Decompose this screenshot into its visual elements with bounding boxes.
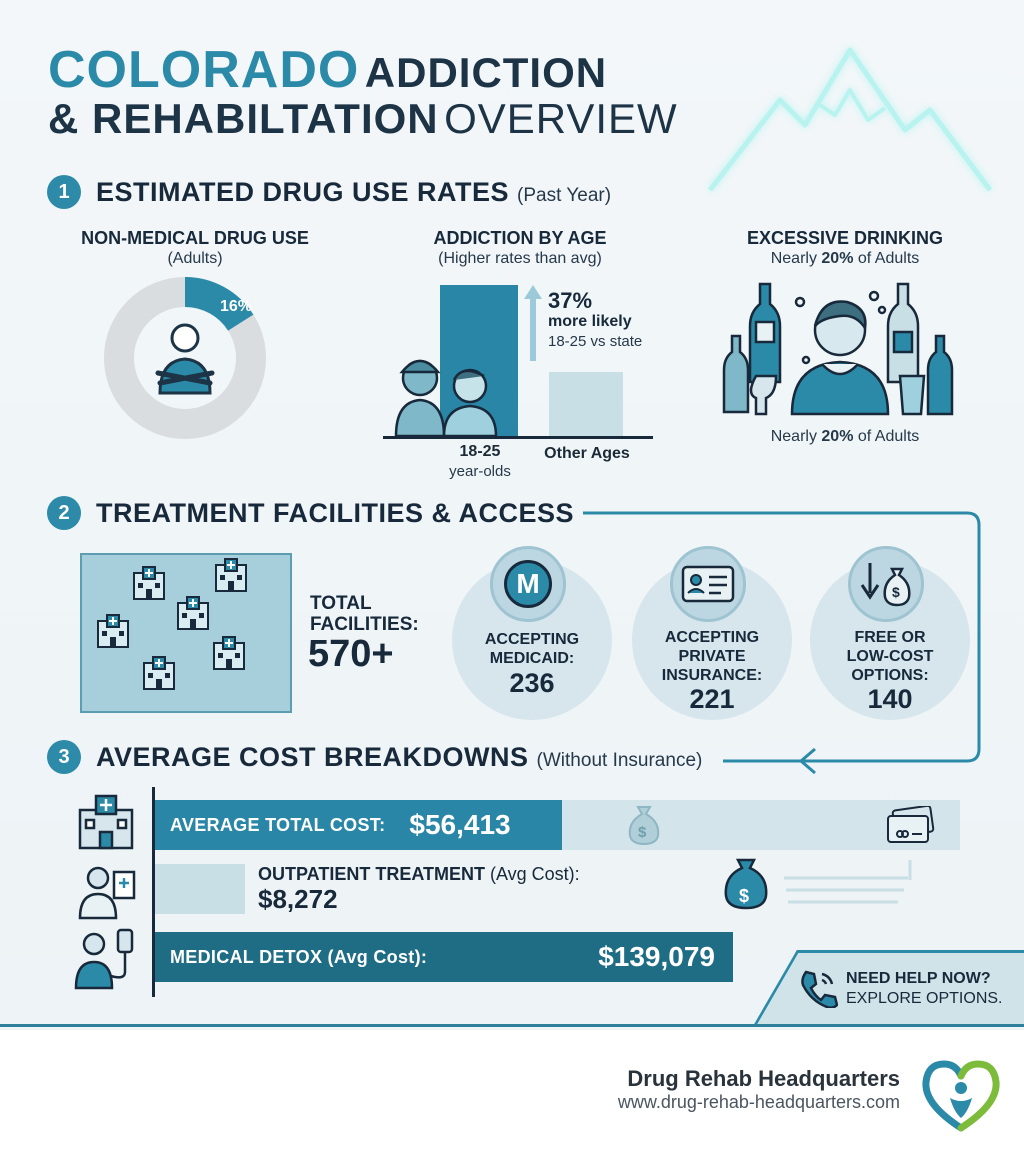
footer: Drug Rehab Headquarters www.drug-rehab-h… bbox=[0, 1030, 1024, 1154]
total-facilities-value: 570+ bbox=[308, 633, 394, 675]
bar2-label: Other Ages bbox=[544, 445, 630, 462]
title-overview: OVERVIEW bbox=[444, 95, 678, 142]
section-1-title: ESTIMATED DRUG USE RATES (Past Year) bbox=[96, 177, 611, 208]
section-1-subtitle: (Past Year) bbox=[517, 185, 612, 206]
free-lowcost-value: 140 bbox=[867, 684, 913, 714]
footer-url[interactable]: www.drug-rehab-headquarters.com bbox=[617, 1092, 900, 1112]
credit-card-icon bbox=[887, 806, 935, 843]
patient-iv-icon bbox=[74, 928, 134, 990]
free-lowcost-label: FREE OR LOW-COST OPTIONS: bbox=[846, 629, 934, 684]
section-connector-line bbox=[583, 511, 981, 775]
medicaid-m-icon: M bbox=[490, 546, 566, 622]
section-1-badge: 1 bbox=[47, 175, 81, 209]
young-people-icon bbox=[394, 359, 498, 438]
medicaid-label: ACCEPTING MEDICAID: bbox=[484, 631, 580, 667]
section-1-title-text: ESTIMATED DRUG USE RATES bbox=[96, 177, 510, 207]
total-cost-label: AVERAGE TOTAL COST: bbox=[170, 814, 386, 835]
nonmedical-heading: NON-MEDICAL DRUG USE bbox=[81, 228, 309, 248]
total-cost-bar: AVERAGE TOTAL COST: $56,413 bbox=[155, 800, 562, 850]
age-heading: ADDICTION BY AGE bbox=[433, 228, 607, 248]
colorado-map bbox=[80, 553, 292, 713]
total-facilities-label-1: TOTAL bbox=[310, 593, 372, 614]
section-3-badge: 3 bbox=[47, 740, 81, 774]
help-line1[interactable]: NEED HELP NOW? bbox=[846, 970, 991, 987]
up-arrow-icon bbox=[524, 285, 542, 361]
total-cost-value: $56,413 bbox=[409, 809, 511, 840]
svg-text:$: $ bbox=[739, 886, 749, 906]
bar-other-ages bbox=[549, 372, 623, 437]
title-addiction: ADDICTION bbox=[364, 49, 608, 96]
nonmedical-sub: (Adults) bbox=[167, 250, 223, 267]
cost-axis-line bbox=[152, 787, 155, 997]
svg-text:$: $ bbox=[892, 584, 900, 600]
donut-segment-16pct bbox=[184, 277, 254, 332]
age-stat: 37% bbox=[548, 288, 593, 313]
total-facilities-label-2: FACILITIES: bbox=[310, 614, 419, 635]
cost-row-icons bbox=[74, 794, 136, 990]
title-rehabilitation: & REHABILTATION bbox=[48, 95, 439, 142]
bar1-label-line1: 18-25 bbox=[459, 443, 501, 460]
outpatient-value: $8,272 bbox=[258, 884, 338, 914]
page-title-line-1: COLORADO ADDICTION bbox=[48, 40, 607, 100]
facility-building-icons bbox=[97, 558, 247, 690]
section-3-subtitle: (Without Insurance) bbox=[536, 750, 703, 771]
private-insurance-label: ACCEPTING PRIVATE INSURANCE: bbox=[661, 629, 763, 684]
medicaid-value: 236 bbox=[509, 668, 555, 698]
age-axis-line bbox=[383, 436, 653, 439]
phone-icon[interactable] bbox=[798, 968, 838, 1008]
section-3-title: AVERAGE COST BREAKDOWNS (Without Insuran… bbox=[96, 742, 702, 773]
bar1-label-line2: year-olds bbox=[449, 463, 511, 480]
help-panel[interactable] bbox=[745, 950, 1024, 1024]
drinking-heading: EXCESSIVE DRINKING bbox=[746, 228, 944, 248]
heart-logo-icon bbox=[922, 1060, 1000, 1132]
footer-brand: Drug Rehab Headquarters bbox=[627, 1066, 900, 1091]
hospital-icon bbox=[78, 794, 134, 850]
drinking-illustration bbox=[722, 282, 954, 416]
outpatient-bar bbox=[155, 864, 245, 914]
svg-text:$: $ bbox=[638, 824, 647, 841]
mountain-icon bbox=[708, 47, 992, 192]
doctor-icon bbox=[78, 866, 136, 920]
medicaid-m-glyph: M bbox=[504, 560, 552, 608]
outpatient-label: OUTPATIENT TREATMENT (Avg Cost): bbox=[258, 864, 580, 884]
title-colorado: COLORADO bbox=[48, 41, 360, 99]
person-crossed-arms-icon bbox=[155, 323, 215, 395]
help-line2[interactable]: EXPLORE OPTIONS. bbox=[846, 990, 1003, 1007]
section-2-title: TREATMENT FACILITIES & ACCESS bbox=[96, 498, 575, 528]
money-bag-speed-icon: $ bbox=[724, 858, 912, 910]
wine-glass-icon bbox=[749, 374, 778, 416]
detox-label: MEDICAL DETOX (Avg Cost): bbox=[170, 946, 428, 967]
private-insurance-value: 221 bbox=[689, 684, 735, 714]
section-2-badge: 2 bbox=[47, 496, 81, 530]
insurance-card-icon bbox=[670, 546, 746, 622]
drinking-sub: Nearly 20% of Adults bbox=[770, 250, 920, 267]
section-3-title-text: AVERAGE COST BREAKDOWNS bbox=[96, 742, 529, 772]
money-bag-icon: $ bbox=[628, 806, 660, 845]
money-bag-down-icon: $ bbox=[848, 546, 924, 622]
age-stat-line2: more likely bbox=[548, 313, 632, 330]
detox-bar: MEDICAL DETOX (Avg Cost): $139,079 bbox=[155, 932, 733, 982]
donut-label: 16% bbox=[220, 298, 252, 315]
detox-value: $139,079 bbox=[598, 941, 715, 972]
age-stat-line3: 18-25 vs state bbox=[548, 333, 643, 350]
drinking-bottom-text: Nearly 20% of Adults bbox=[770, 428, 920, 445]
page-title-line-2: & REHABILTATION OVERVIEW bbox=[48, 95, 678, 143]
age-sub: (Higher rates than avg) bbox=[438, 250, 602, 267]
nonmedical-donut-chart: 16% bbox=[104, 277, 266, 439]
infographic-panel: COLORADO ADDICTION & REHABILTATION OVERV… bbox=[0, 0, 1024, 1027]
